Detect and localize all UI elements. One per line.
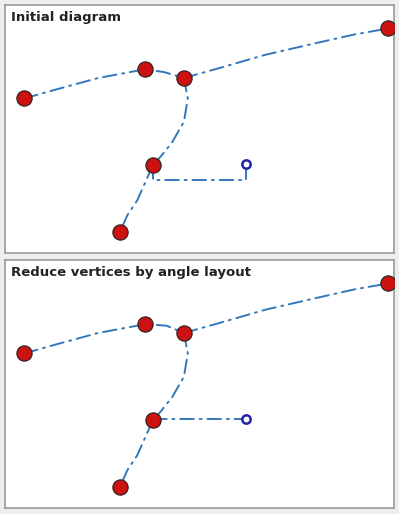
Text: Reduce vertices by angle layout: Reduce vertices by angle layout <box>11 266 251 279</box>
Text: Initial diagram: Initial diagram <box>11 11 120 24</box>
